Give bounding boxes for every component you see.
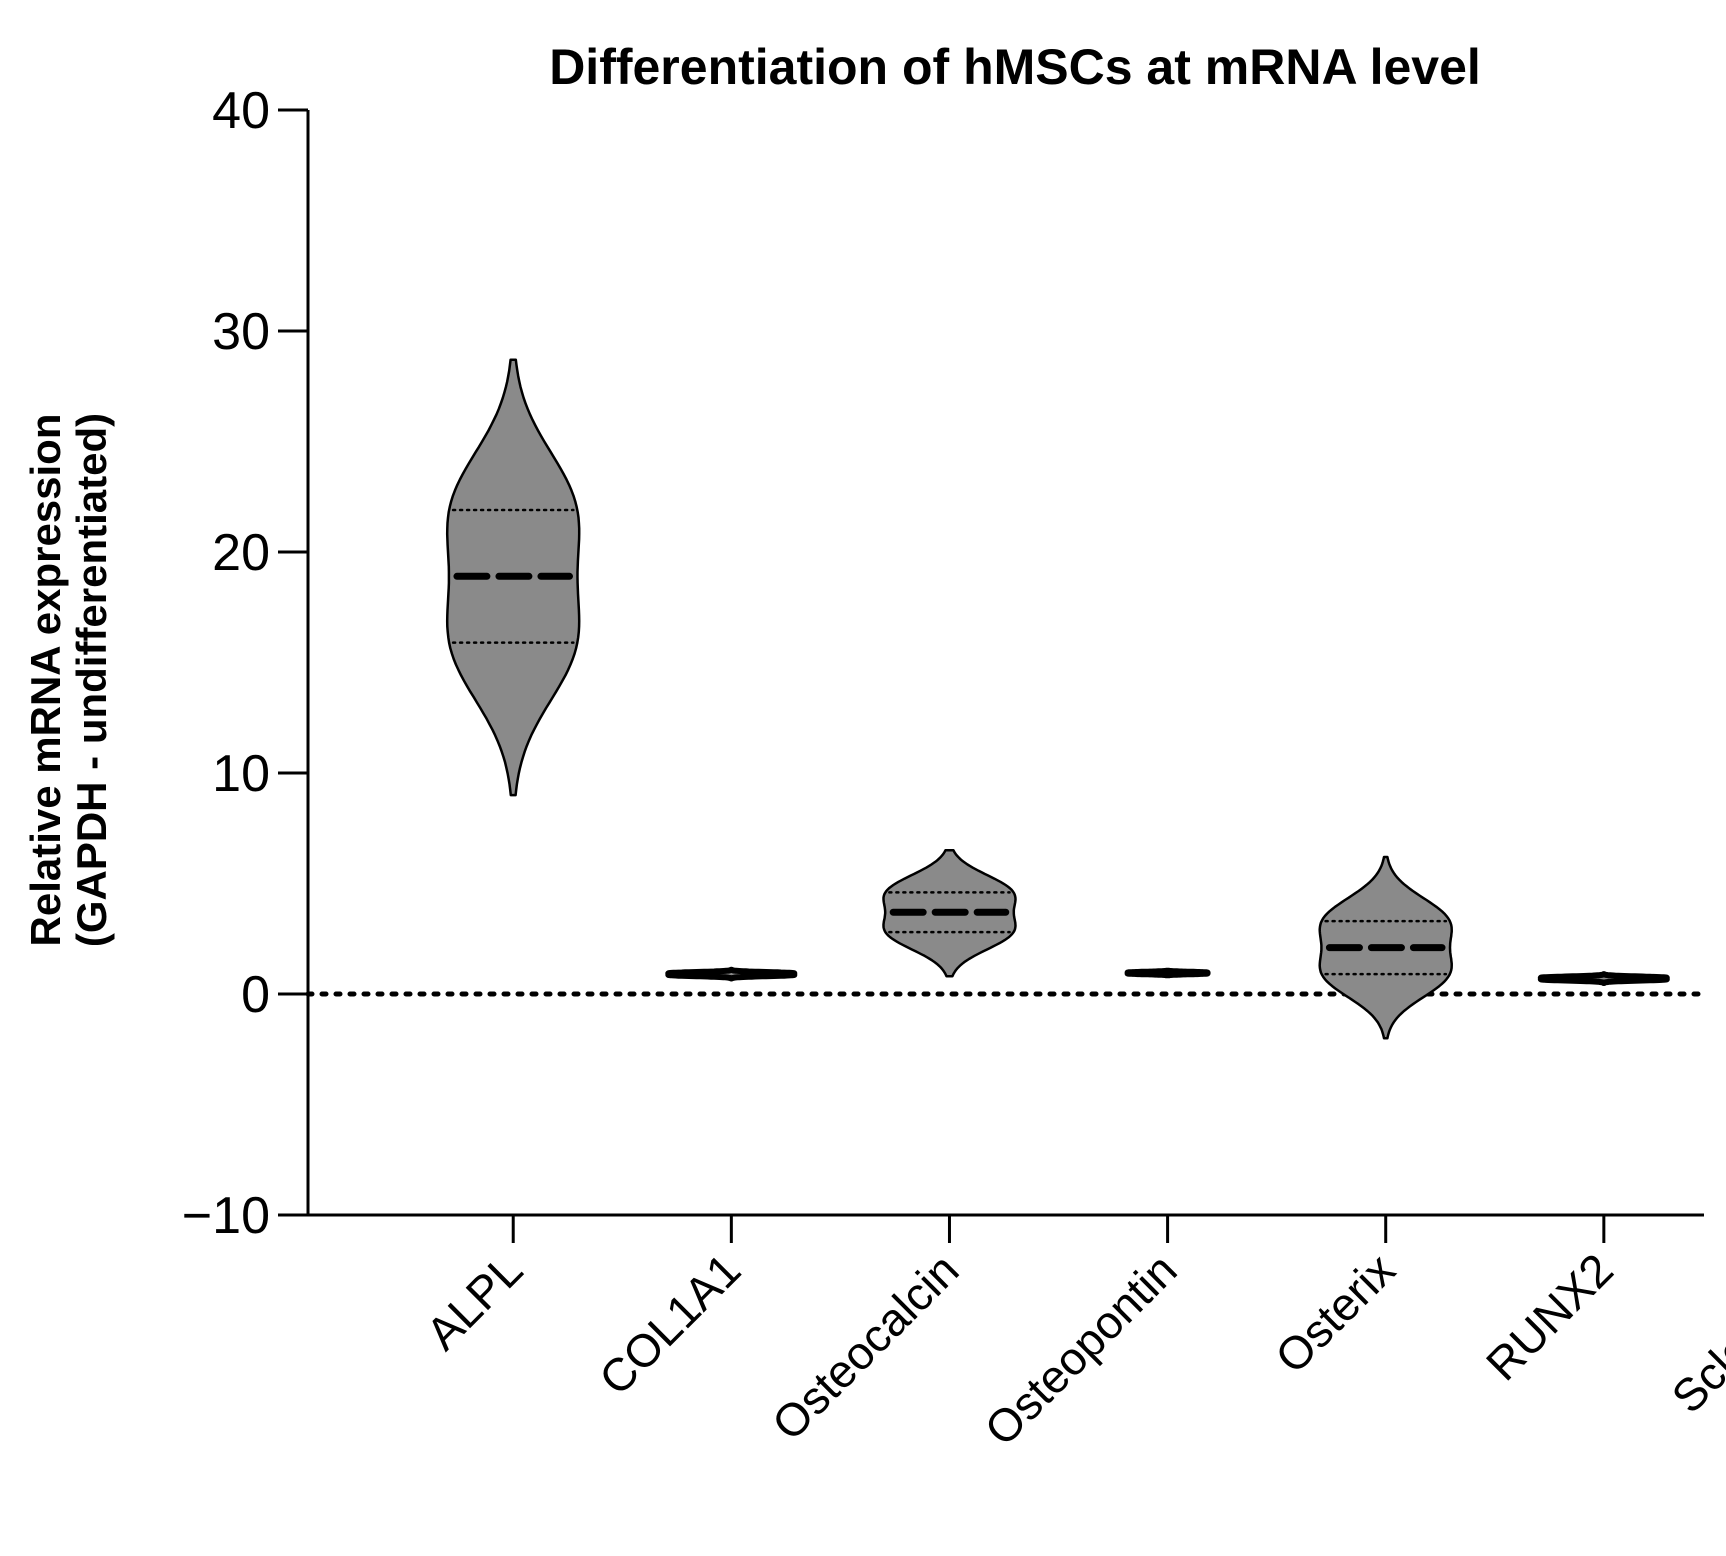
- x-tick-label: Osterix: [1265, 1243, 1405, 1383]
- x-tick-label: Osteocalcin: [762, 1243, 969, 1450]
- x-tick-label: RUNX2: [1476, 1243, 1623, 1390]
- violin-alpl: [445, 358, 581, 797]
- violin-osteocalcin: [882, 849, 1017, 978]
- violin-body: [1124, 967, 1211, 979]
- y-axis-label-line-2: (GAPDH - undifferentiated): [68, 413, 115, 947]
- y-tick-label: 30: [212, 303, 270, 361]
- y-axis: 40 30 20 10 0 −10: [182, 82, 310, 1245]
- y-tick-label: 40: [212, 82, 270, 140]
- y-tick-label: 0: [241, 966, 270, 1024]
- violin-osterix: [1318, 855, 1453, 1040]
- x-tick-label: COL1A1: [589, 1243, 751, 1405]
- violin-body: [665, 966, 798, 982]
- y-axis-label: Relative mRNA expression (GAPDH - undiff…: [22, 413, 115, 947]
- violins: [305, 358, 1707, 1040]
- x-tick-label: ALPL: [416, 1243, 532, 1359]
- x-axis: ALPL COL1A1 Osteocalcin Osteopontin Osterix R…: [308, 1213, 1726, 1455]
- x-tick-label: Osteopontin: [974, 1243, 1186, 1455]
- violin-osteopontin: [1124, 967, 1211, 979]
- y-tick-label: 10: [212, 745, 270, 803]
- x-tick-label: Sclerostin: [1661, 1243, 1726, 1423]
- y-tick-label: −10: [182, 1187, 270, 1245]
- violin-col1a1: [665, 966, 798, 982]
- violin-runx2: [1537, 971, 1670, 986]
- y-tick-label: 20: [212, 524, 270, 582]
- chart-title: Differentiation of hMSCs at mRNA level: [549, 39, 1481, 95]
- violin-body: [1537, 971, 1670, 986]
- y-axis-label-line-1: Relative mRNA expression: [22, 414, 69, 947]
